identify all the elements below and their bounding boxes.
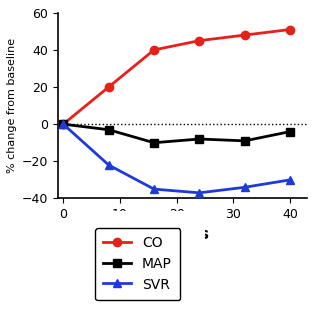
SVR bbox=[288, 178, 292, 182]
Y-axis label: % change from baseline: % change from baseline bbox=[7, 38, 17, 173]
MAP bbox=[107, 128, 111, 132]
SVR bbox=[107, 163, 111, 167]
Line: SVR: SVR bbox=[59, 120, 294, 197]
SVR bbox=[152, 187, 156, 191]
SVR bbox=[197, 191, 201, 195]
MAP bbox=[61, 122, 65, 126]
CO bbox=[61, 122, 65, 126]
Line: CO: CO bbox=[59, 25, 294, 128]
CO bbox=[197, 39, 201, 43]
CO bbox=[107, 85, 111, 89]
SVR bbox=[61, 122, 65, 126]
SVR bbox=[243, 185, 247, 189]
Line: MAP: MAP bbox=[59, 120, 294, 147]
CO bbox=[288, 28, 292, 31]
MAP bbox=[152, 141, 156, 145]
Legend: CO, MAP, SVR: CO, MAP, SVR bbox=[95, 228, 180, 300]
MAP bbox=[288, 130, 292, 133]
X-axis label: weeks: weeks bbox=[156, 227, 209, 242]
MAP bbox=[243, 139, 247, 143]
CO bbox=[243, 33, 247, 37]
MAP bbox=[197, 137, 201, 141]
CO bbox=[152, 48, 156, 52]
